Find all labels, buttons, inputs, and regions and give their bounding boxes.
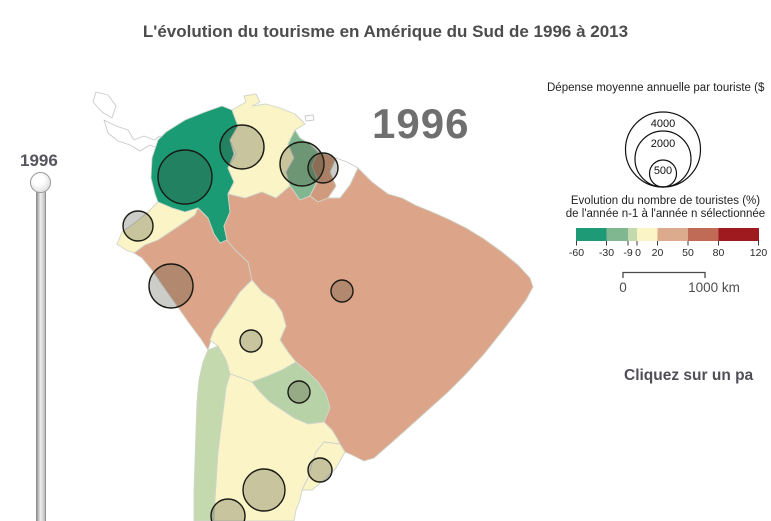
symbol-colombia[interactable] (157, 149, 213, 205)
click-country-hint: Cliquez sur un pa (624, 367, 754, 384)
colorbar-seg-1 (576, 228, 607, 241)
colorbar-tick-120: 120 (750, 247, 768, 259)
colorbar-seg-4 (637, 228, 658, 241)
legend-circle-label-2000: 2000 (651, 138, 675, 150)
legend-circle-label-4000: 4000 (651, 118, 675, 130)
colorbar-tick-50: 50 (682, 247, 694, 259)
legend-color-scale: -60 -30 -9 0 20 50 80 120 (569, 228, 768, 259)
colorbar-tick-minus30: -30 (599, 247, 614, 259)
colorbar-seg-2 (606, 228, 628, 241)
symbol-uruguay[interactable] (307, 457, 333, 483)
symbol-ecuador[interactable] (122, 210, 154, 242)
legend-spending-circles: 4000 2000 500 (624, 111, 702, 188)
symbol-peru[interactable] (148, 263, 194, 309)
colorbar-tick-minus60: -60 (569, 247, 584, 259)
colorbar-seg-5 (657, 228, 688, 241)
scalebar-end-label: 1000 km (688, 280, 740, 295)
legend-change-title-line1: Evolution du nombre de touristes (%) (570, 195, 761, 207)
colorbar-tick-0: 0 (635, 247, 641, 259)
colorbar-seg-7 (718, 228, 759, 241)
symbol-brazil[interactable] (330, 279, 354, 303)
year-slider-knob[interactable] (30, 172, 51, 193)
symbol-suriname[interactable] (307, 152, 339, 184)
legend-spending-title: Dépense moyenne annuelle par touriste ($ (547, 82, 765, 94)
legend-circle-label-500: 500 (654, 165, 672, 177)
colorbar-seg-6 (688, 228, 719, 241)
map-scale-bar: 0 1000 km (619, 271, 740, 295)
page-title: L'évolution du tourisme en Amérique du S… (142, 22, 629, 41)
colorbar-tick-80: 80 (713, 247, 725, 259)
scalebar-start-label: 0 (619, 280, 627, 295)
symbol-venezuela[interactable] (219, 124, 265, 170)
year-slider-track[interactable] (36, 189, 46, 521)
legend-circle-500 (648, 159, 678, 188)
symbol-chile[interactable] (210, 498, 246, 521)
symbol-paraguay[interactable] (287, 380, 311, 404)
region-central-america-north (92, 91, 117, 119)
colorbar-tick-minus9: -9 (623, 247, 632, 259)
symbol-bolivia[interactable] (239, 329, 263, 353)
region-trinidad (304, 114, 315, 122)
symbol-guyana[interactable] (279, 141, 325, 187)
colorbar-seg-3 (628, 228, 637, 241)
selected-year-display: 1996 (372, 100, 470, 147)
legend-panel: Dépense moyenne annuelle par touriste ($… (540, 80, 771, 521)
legend-change-title: Evolution du nombre de touristes (%) de … (550, 195, 771, 221)
symbol-argentina[interactable] (242, 468, 286, 512)
legend-change-title-line2: de l'année n-1 à l'année n sélectionnée (565, 208, 766, 220)
slider-year-label: 1996 (20, 151, 58, 170)
colorbar-tick-20: 20 (652, 247, 664, 259)
